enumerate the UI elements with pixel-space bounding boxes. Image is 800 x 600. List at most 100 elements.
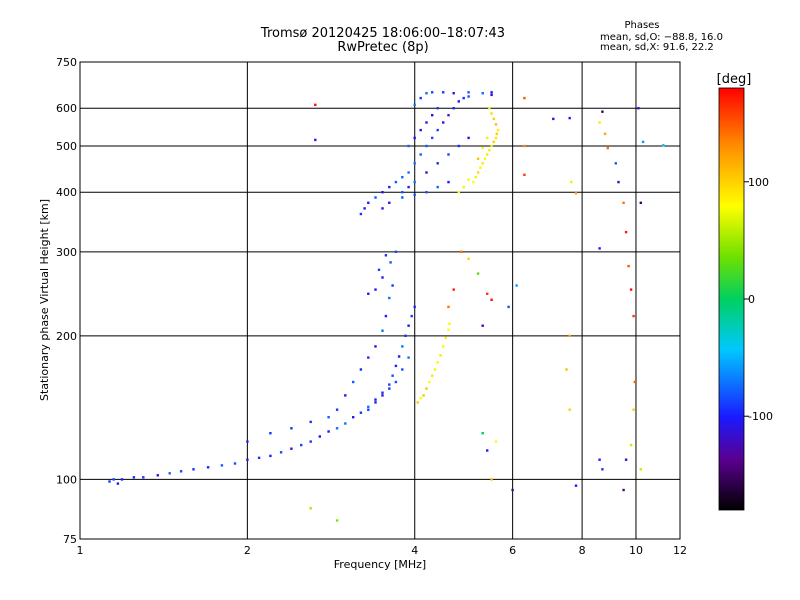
data-point [447,328,450,331]
y-tick-label: 300 [56,246,77,259]
data-point [374,196,377,199]
data-point [359,212,363,216]
data-point [401,345,404,348]
data-point [381,276,384,279]
data-point [490,478,493,481]
colorbar-tick-label: -100 [748,410,773,423]
data-point [344,394,347,397]
data-point [425,191,428,194]
data-point [388,296,391,300]
data-point [388,185,391,189]
data-point [257,456,261,459]
data-point [309,507,312,510]
data-point [388,201,391,204]
data-point [448,322,451,325]
data-point [436,107,439,110]
data-point [363,207,366,210]
data-point [391,284,394,287]
data-point [617,180,620,184]
data-point [381,191,384,194]
data-point [476,157,480,160]
phases-stat-x: mean, sd,X: 91.6, 22.2 [600,42,714,53]
data-point [381,329,384,332]
data-point [481,324,484,327]
grid-lines [80,62,680,539]
data-point [394,180,398,184]
data-point [381,207,384,210]
data-point [467,257,470,260]
data-point [132,476,136,479]
data-point [425,121,428,124]
data-point [641,140,645,144]
data-point [439,354,442,357]
data-point [389,261,392,264]
data-point [120,478,124,481]
data-point [335,519,339,522]
data-point [401,196,404,199]
data-point [633,380,636,384]
data-point [523,96,526,100]
data-point [601,468,604,471]
data-point [486,153,489,156]
data-point [374,401,377,404]
colorbar-ticks: 100 0 -100 [744,176,773,423]
data-point [481,432,484,435]
data-point [397,355,401,358]
y-tick-label: 75 [63,533,77,546]
data-point [401,368,404,371]
x-tick-label: 10 [629,544,643,557]
data-point [483,157,487,160]
data-point [444,336,447,340]
data-point [574,192,578,195]
data-point [460,250,463,253]
data-point [662,144,665,147]
y-tick-label: 500 [56,140,77,153]
data-point [290,427,293,430]
data-point [431,114,434,117]
x-tick-label: 8 [579,544,586,557]
data-point [490,112,493,115]
data-point [442,121,445,124]
data-point [404,334,407,337]
data-point [419,128,422,132]
data-point [352,380,355,384]
data-point [384,314,388,318]
data-point [568,334,571,337]
data-point [614,162,617,165]
data-point [359,411,363,414]
data-point [416,401,419,404]
data-point [407,356,410,359]
y-axis-label: Stationary phase Virtual Height [km] [38,199,51,401]
data-point [384,254,388,257]
data-point [632,314,635,318]
data-point [108,480,111,483]
data-point [598,121,601,124]
data-point [467,178,470,181]
data-point [486,292,489,295]
y-tick-label: 200 [56,330,77,343]
data-point [490,91,493,94]
data-point [570,180,573,184]
data-point [381,394,384,397]
data-point [481,162,484,165]
data-point [452,288,455,291]
data-point [523,173,526,176]
data-point [494,136,498,140]
data-point [422,394,425,397]
data-point [462,96,465,100]
data-point [425,171,428,174]
data-point [568,116,571,120]
data-point [419,153,422,156]
data-point [112,478,115,481]
data-point [394,364,398,368]
data-point [413,136,416,140]
data-point [476,272,480,275]
data-point [603,132,607,136]
data-point [481,92,484,95]
data-point [290,447,293,450]
data-point [442,91,445,94]
data-point [523,144,526,148]
colorbar-tick-label: 0 [748,293,755,306]
data-point [486,136,489,140]
